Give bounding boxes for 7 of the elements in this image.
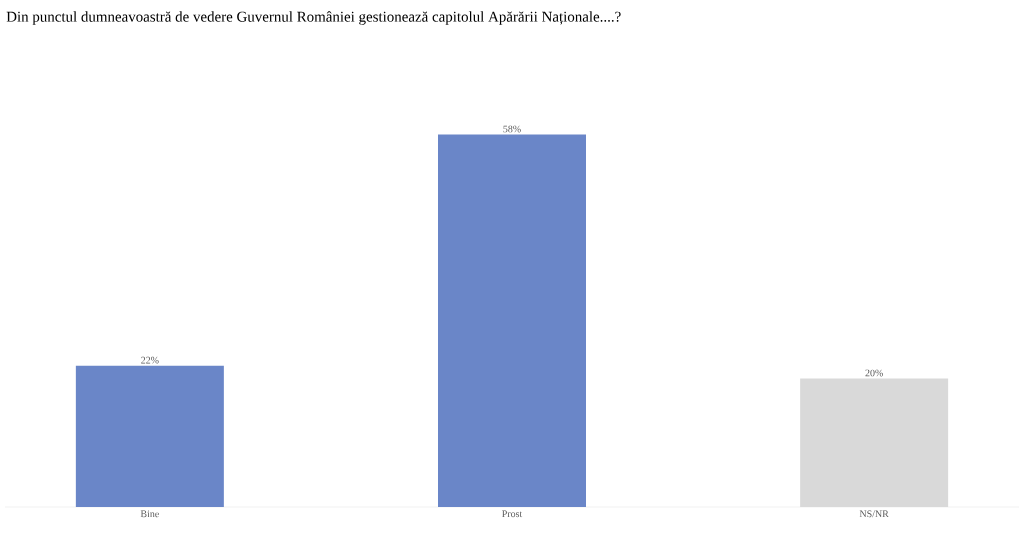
data-label: 22%: [141, 356, 159, 364]
x-tick-label: Prost: [502, 510, 523, 518]
data-label: 20%: [865, 369, 883, 377]
chart-title: Din punctul dumneavoastră de vedere Guvernul României gestionează capitolul Apărării Naționale....?: [6, 11, 621, 25]
x-tick-label: Bine: [140, 510, 159, 518]
x-tick-label: NS/NR: [859, 510, 889, 518]
data-label: 58%: [503, 125, 521, 133]
